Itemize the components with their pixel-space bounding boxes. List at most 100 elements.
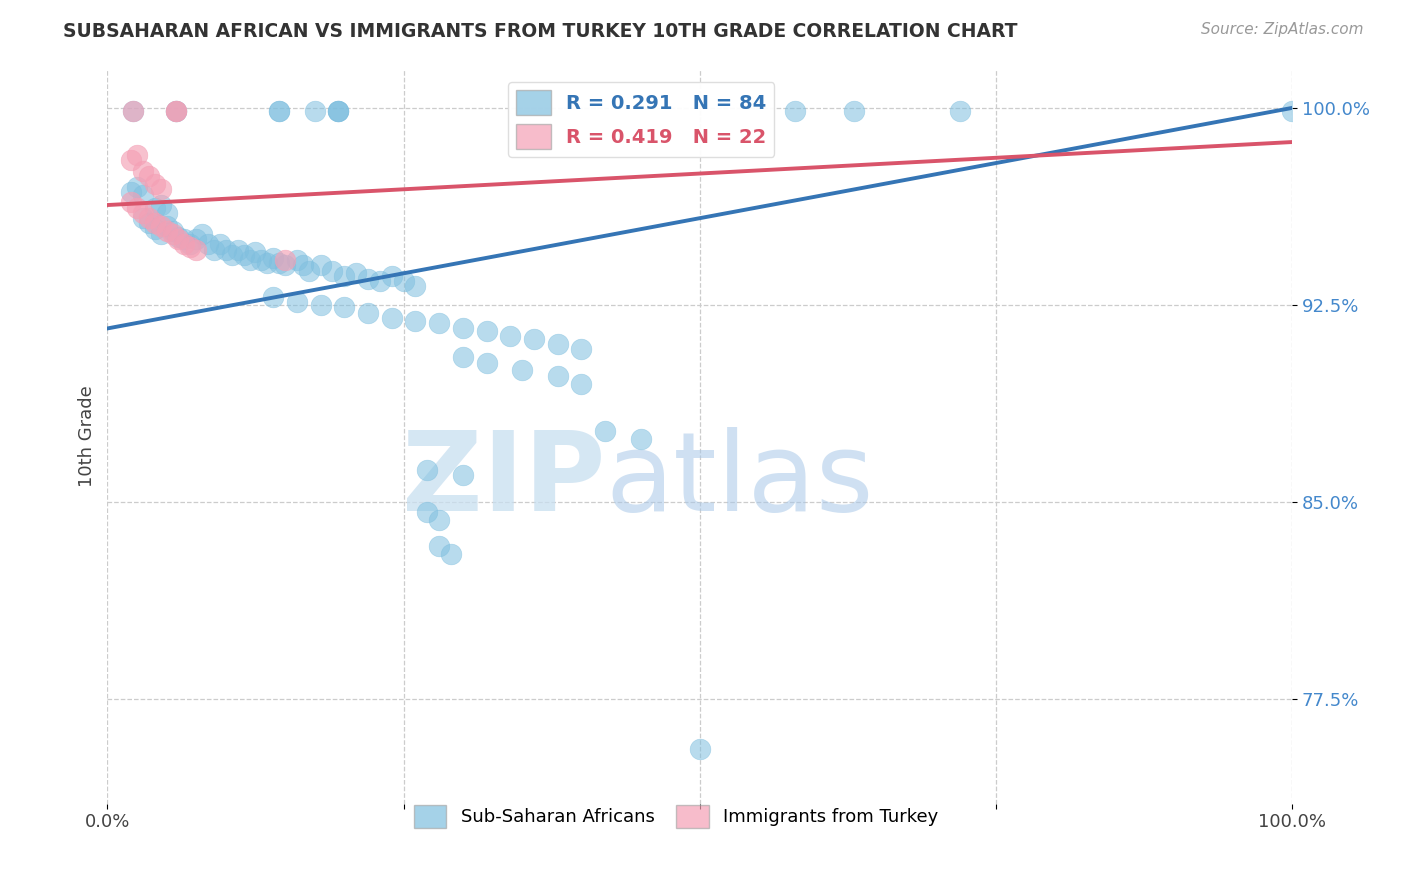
Point: [291, 259, 314, 273]
Point: [842, 103, 865, 118]
Point: [156, 219, 179, 233]
Point: [179, 237, 201, 252]
Point: [186, 232, 208, 246]
Point: [256, 256, 278, 270]
Point: [593, 424, 616, 438]
Point: [569, 376, 592, 391]
Point: [381, 268, 404, 283]
Point: [143, 177, 166, 191]
Point: [173, 232, 195, 246]
Point: [122, 103, 145, 118]
Point: [125, 148, 148, 162]
Point: [333, 268, 356, 283]
Point: [165, 103, 187, 118]
Point: [167, 229, 190, 244]
Point: [149, 182, 172, 196]
Point: [149, 198, 172, 212]
Point: [427, 513, 450, 527]
Point: [143, 221, 166, 235]
Point: [143, 201, 166, 215]
Point: [1281, 103, 1303, 118]
Point: [689, 741, 711, 756]
Point: [404, 313, 426, 327]
Point: [451, 351, 474, 365]
Point: [262, 251, 284, 265]
Point: [132, 211, 155, 226]
Point: [499, 329, 522, 343]
Point: [250, 253, 273, 268]
Point: [156, 206, 179, 220]
Point: [165, 103, 187, 118]
Point: [547, 368, 569, 383]
Point: [162, 224, 184, 238]
Point: [451, 321, 474, 335]
Point: [156, 224, 179, 238]
Point: [328, 103, 350, 118]
Point: [451, 468, 474, 483]
Point: [427, 540, 450, 554]
Point: [269, 103, 291, 118]
Point: [197, 237, 219, 252]
Point: [186, 243, 208, 257]
Point: [120, 185, 142, 199]
Point: [416, 505, 439, 519]
Point: [138, 169, 160, 183]
Point: [344, 266, 367, 280]
Point: [392, 274, 415, 288]
Point: [368, 274, 391, 288]
Point: [165, 103, 187, 118]
Point: [179, 240, 201, 254]
Point: [416, 463, 439, 477]
Point: [167, 232, 190, 246]
Text: atlas: atlas: [605, 426, 873, 533]
Point: [221, 248, 243, 262]
Point: [202, 243, 225, 257]
Point: [173, 237, 195, 252]
Point: [122, 103, 145, 118]
Point: [238, 253, 260, 268]
Point: [125, 179, 148, 194]
Point: [125, 201, 148, 215]
Text: Source: ZipAtlas.com: Source: ZipAtlas.com: [1201, 22, 1364, 37]
Point: [285, 253, 308, 268]
Point: [309, 298, 332, 312]
Point: [440, 547, 463, 561]
Point: [120, 153, 142, 168]
Point: [949, 103, 972, 118]
Point: [357, 306, 380, 320]
Point: [232, 248, 254, 262]
Point: [475, 324, 498, 338]
Point: [523, 332, 546, 346]
Point: [138, 216, 160, 230]
Text: ZIP: ZIP: [402, 426, 605, 533]
Point: [149, 219, 172, 233]
Point: [381, 310, 404, 325]
Point: [333, 301, 356, 315]
Point: [149, 227, 172, 241]
Point: [245, 245, 267, 260]
Point: [404, 279, 426, 293]
Point: [226, 243, 249, 257]
Point: [208, 237, 231, 252]
Point: [132, 187, 155, 202]
Point: [475, 355, 498, 369]
Point: [569, 343, 592, 357]
Point: [321, 263, 343, 277]
Point: [357, 271, 380, 285]
Point: [143, 216, 166, 230]
Text: SUBSAHARAN AFRICAN VS IMMIGRANTS FROM TURKEY 10TH GRADE CORRELATION CHART: SUBSAHARAN AFRICAN VS IMMIGRANTS FROM TU…: [63, 22, 1018, 41]
Point: [132, 164, 155, 178]
Point: [547, 337, 569, 351]
Point: [138, 211, 160, 226]
Point: [510, 363, 533, 377]
Legend: Sub-Saharan Africans, Immigrants from Turkey: Sub-Saharan Africans, Immigrants from Tu…: [406, 797, 946, 835]
Point: [162, 227, 184, 241]
Point: [298, 263, 321, 277]
Point: [304, 103, 326, 118]
Point: [274, 253, 297, 268]
Point: [132, 206, 155, 220]
Point: [215, 243, 238, 257]
Point: [309, 259, 332, 273]
Point: [269, 103, 291, 118]
Point: [783, 103, 806, 118]
